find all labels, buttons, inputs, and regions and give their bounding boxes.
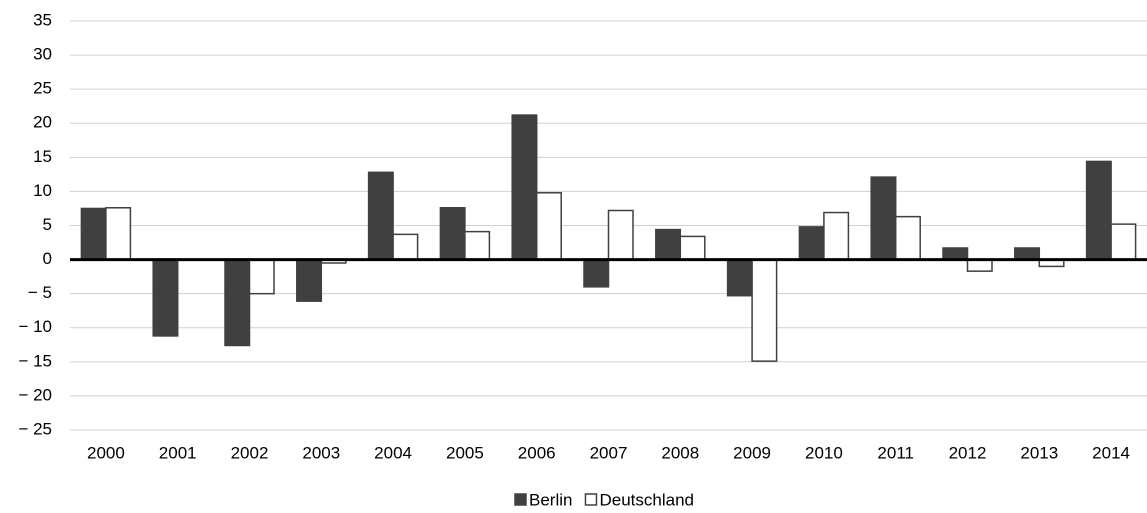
x-tick-label: 2008	[661, 443, 699, 462]
y-tick-label: 0	[43, 249, 52, 268]
bar	[152, 258, 179, 337]
x-tick-label: 2014	[1092, 443, 1130, 462]
bar	[607, 209, 634, 261]
x-tick-label: 2005	[446, 443, 484, 462]
bar	[439, 207, 466, 261]
x-tick-label: 2000	[87, 443, 125, 462]
bar	[894, 215, 921, 261]
bar	[751, 258, 778, 362]
bar	[80, 207, 107, 261]
x-tick-label: 2011	[877, 443, 914, 462]
legend-swatch	[584, 493, 598, 506]
legend-label: Deutschland	[599, 490, 694, 509]
y-tick-label: 30	[33, 45, 52, 64]
bar	[535, 192, 562, 261]
bar	[942, 247, 969, 261]
y-tick-label: 25	[33, 79, 52, 98]
y-tick-label: 5	[43, 215, 52, 234]
bar	[224, 258, 251, 347]
bar	[1085, 160, 1112, 261]
bar	[1014, 247, 1041, 261]
y-tick-label: − 25	[18, 419, 52, 438]
bar	[726, 258, 753, 297]
bar	[966, 258, 993, 272]
y-tick-label: 10	[33, 181, 52, 200]
bar	[823, 211, 850, 261]
x-tick-label: 2002	[231, 443, 269, 462]
y-tick-label: 35	[33, 10, 52, 29]
x-tick-label: 2012	[949, 443, 987, 462]
x-tick-label: 2013	[1020, 443, 1058, 462]
bar	[798, 226, 825, 261]
x-tick-label: 2003	[302, 443, 340, 462]
bar	[511, 114, 538, 261]
x-tick-label: 2006	[518, 443, 556, 462]
bar	[296, 258, 323, 302]
y-tick-label: − 10	[18, 317, 52, 336]
y-tick-label: − 15	[18, 351, 52, 370]
legend-swatch	[514, 493, 527, 506]
bar	[105, 207, 132, 261]
y-tick-label: 20	[33, 113, 52, 132]
bar	[248, 258, 275, 295]
x-tick-label: 2009	[733, 443, 771, 462]
bar	[655, 228, 682, 261]
bar	[464, 230, 491, 261]
legend-label: Berlin	[529, 490, 572, 509]
bar	[679, 235, 706, 261]
x-tick-label: 2001	[159, 443, 197, 462]
bar	[1110, 223, 1137, 261]
y-tick-label: − 20	[18, 385, 52, 404]
bar	[870, 176, 897, 261]
y-tick-label: 15	[33, 147, 52, 166]
x-tick-label: 2004	[374, 443, 412, 462]
x-tick-label: 2007	[590, 443, 628, 462]
bar	[367, 171, 394, 261]
bar	[583, 258, 610, 288]
bar	[392, 233, 419, 261]
y-tick-label: − 5	[28, 283, 52, 302]
x-tick-label: 2010	[805, 443, 843, 462]
